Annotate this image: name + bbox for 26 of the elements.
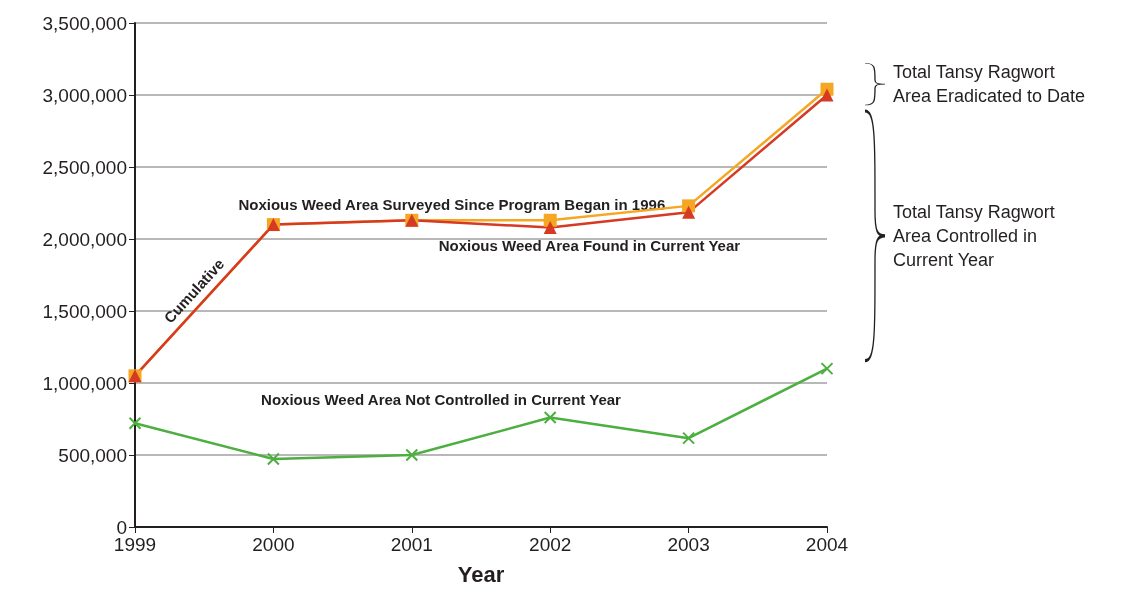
y-tick-label: 1,500,000 xyxy=(42,300,127,322)
x-tick-label: 2004 xyxy=(805,534,849,555)
point xyxy=(682,431,696,445)
x-axis-title: Year xyxy=(457,561,505,587)
text: Total Tansy Ragwort Area Controlled in Current Year xyxy=(893,201,1055,270)
y-tick-label: 2,000,000 xyxy=(42,228,127,250)
y-tick-label: 1,000,000 xyxy=(42,372,127,394)
point xyxy=(682,205,696,219)
y-tick-label: 500,000 xyxy=(58,444,127,466)
point xyxy=(543,411,557,425)
text: Total Tansy Ragwort Area Eradicated to Date xyxy=(893,62,1086,107)
y-tick-label: 2,500,000 xyxy=(42,156,127,178)
x-tick-label: 2000 xyxy=(252,534,295,555)
point xyxy=(820,88,834,102)
y-tick-label: 3,000,000 xyxy=(42,84,127,106)
point xyxy=(266,452,280,466)
point xyxy=(543,220,557,234)
series-label: Noxious Weed Area Found in Current Year xyxy=(438,236,741,254)
point xyxy=(128,416,142,430)
x-tick-label: 2002 xyxy=(529,534,572,555)
x-tick-label: 2003 xyxy=(667,534,710,555)
series-label: Noxious Weed Area Not Controlled in Current Year xyxy=(261,391,622,409)
x-tick-label: 2001 xyxy=(390,534,433,555)
point xyxy=(820,362,834,376)
point xyxy=(405,448,419,462)
y-tick-label: 3,500,000 xyxy=(42,12,127,34)
